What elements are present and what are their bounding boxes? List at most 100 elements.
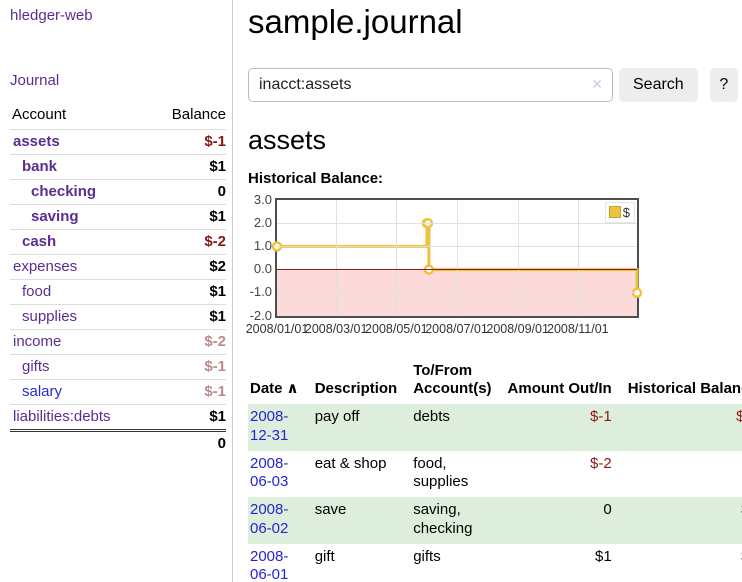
chart-plot: $: [271, 197, 643, 318]
account-balance: $-1: [148, 379, 226, 405]
account-balance: $1: [148, 279, 226, 305]
register-row: 2008-12-31 pay off debts $-1 $-1: [248, 404, 742, 451]
x-axis-tick-label: 2008/11/01: [546, 321, 609, 336]
transaction-date-link[interactable]: 2008-12-31: [250, 408, 289, 444]
y-axis-tick-label: 0.0: [253, 261, 272, 277]
account-title: assets: [248, 124, 327, 155]
account-row: food $1: [10, 279, 226, 305]
accounts-table: Account Balance assets $-1 bank $1 checking 0…: [10, 104, 226, 456]
page-title: sample.journal: [248, 3, 463, 40]
account-row: assets $-1: [10, 129, 226, 155]
transaction-accounts: saving, checking: [413, 501, 473, 537]
accounts-total-value: 0: [10, 429, 226, 456]
transaction-amount: $-1: [590, 408, 612, 426]
x-axis-tick-label: 2008/09/01: [486, 321, 549, 336]
account-balance: $-1: [148, 354, 226, 380]
horizontal-gridline: [277, 222, 637, 224]
horizontal-gridline: [277, 246, 637, 248]
account-row: income $-2: [10, 329, 226, 355]
transaction-date-link[interactable]: 2008-06-03: [250, 454, 289, 491]
register-header-accounts: To/From Account(s): [413, 361, 492, 398]
transaction-balance: $2: [620, 544, 742, 582]
transaction-description: save: [314, 501, 347, 519]
account-link[interactable]: expenses: [13, 258, 78, 275]
account-link[interactable]: assets: [13, 133, 60, 150]
x-axis-tick-label: 2008/01/01: [245, 321, 309, 336]
y-axis-tick-label: -2.0: [249, 307, 272, 323]
sort-asc-icon: ∧: [286, 380, 299, 398]
account-link[interactable]: bank: [22, 158, 58, 175]
y-axis-tick-label: 3.0: [253, 191, 272, 207]
chart-legend: $: [604, 201, 635, 223]
accounts-total-row: 0: [10, 429, 226, 456]
register-header-description: Description: [314, 380, 398, 398]
account-link[interactable]: cash: [22, 233, 57, 250]
account-balance: $1: [148, 404, 226, 431]
account-link[interactable]: income: [13, 333, 62, 350]
account-row: bank $1: [10, 154, 226, 180]
x-axis-tick-label: 2008/03/01: [304, 321, 368, 336]
account-balance: $1: [148, 304, 226, 330]
register-row: 2008-06-02 save saving, checking 0 $2: [248, 497, 742, 544]
sidebar-item-journal[interactable]: Journal: [10, 72, 60, 89]
register-header-row: Date ∧ Description To/From Account(s) Amo…: [248, 360, 742, 405]
zero-line: [277, 269, 637, 271]
vertical-gridline: [577, 199, 579, 316]
vertical-gridline: [396, 199, 398, 316]
clear-search-icon[interactable]: ✕: [591, 75, 603, 92]
y-axis-tick-label: -1.0: [249, 284, 272, 300]
account-row: saving $1: [10, 204, 226, 230]
balance-chart: $ 3.0 2.0 1.0 0.0 -1.0 -2.0 2008/01/01 2008/03/…: [245, 192, 738, 344]
y-axis-tick-label: 2.0: [253, 214, 272, 230]
account-link[interactable]: checking: [31, 183, 97, 200]
account-link[interactable]: liabilities:debts: [13, 408, 111, 425]
transaction-date-link[interactable]: 2008-06-01: [250, 547, 289, 582]
accounts-header-balance: Balance: [171, 106, 226, 123]
transaction-balance: 0: [620, 451, 742, 498]
legend-swatch-icon: [608, 206, 621, 219]
transaction-date-link[interactable]: 2008-06-02: [250, 501, 289, 537]
transaction-description: pay off: [314, 408, 360, 426]
register-table: Date ∧ Description To/From Account(s) Amo…: [248, 360, 742, 582]
account-row: cash $-2: [10, 229, 226, 255]
account-link[interactable]: salary: [22, 383, 63, 400]
account-balance: $-2: [148, 329, 226, 355]
account-row: expenses $2: [10, 254, 226, 280]
brand-link[interactable]: hledger-web: [10, 7, 93, 24]
account-balance: $1: [148, 154, 226, 180]
search-button[interactable]: Search: [619, 67, 698, 102]
accounts-header-account: Account: [12, 106, 67, 123]
account-link[interactable]: gifts: [22, 358, 50, 375]
sidebar: hledger-web Journal Account Balance asse…: [0, 0, 233, 582]
vertical-gridline: [456, 199, 458, 316]
search-input[interactable]: [248, 67, 613, 102]
transaction-accounts: food, supplies: [413, 454, 469, 491]
account-link[interactable]: supplies: [22, 308, 78, 325]
register-header-date[interactable]: Date ∧: [250, 380, 299, 398]
account-row: liabilities:debts $1: [10, 404, 226, 431]
transaction-amount: $-2: [590, 454, 612, 472]
main-content: sample.journal ✕ Search ? assets Histori…: [233, 0, 742, 582]
account-link[interactable]: saving: [31, 208, 79, 225]
transaction-accounts: gifts: [413, 547, 441, 565]
account-balance: $-1: [148, 129, 226, 155]
help-button[interactable]: ?: [709, 67, 738, 102]
transaction-amount: 0: [603, 501, 612, 519]
accounts-table-body: assets $-1 bank $1 checking 0 saving $1 cash $-2 e…: [10, 129, 226, 431]
transaction-balance: $-1: [736, 408, 742, 426]
vertical-gridline: [336, 199, 338, 316]
transaction-accounts: debts: [413, 408, 450, 426]
chart-label: Historical Balance:: [248, 169, 384, 187]
horizontal-gridline: [277, 292, 637, 294]
account-balance: $-2: [148, 229, 226, 255]
transaction-balance: $2: [620, 497, 742, 544]
account-link[interactable]: food: [22, 283, 52, 300]
transaction-description: gift: [314, 547, 335, 565]
x-axis-tick-label: 2008/05/01: [365, 321, 428, 336]
account-row: supplies $1: [10, 304, 226, 330]
register-table-body: 2008-12-31 pay off debts $-1 $-1 2008-06-03 ea…: [248, 404, 742, 582]
account-row: gifts $-1: [10, 354, 226, 380]
register-header-amount: Amount Out/In: [507, 380, 612, 398]
y-axis-tick-label: 1.0: [253, 238, 272, 254]
